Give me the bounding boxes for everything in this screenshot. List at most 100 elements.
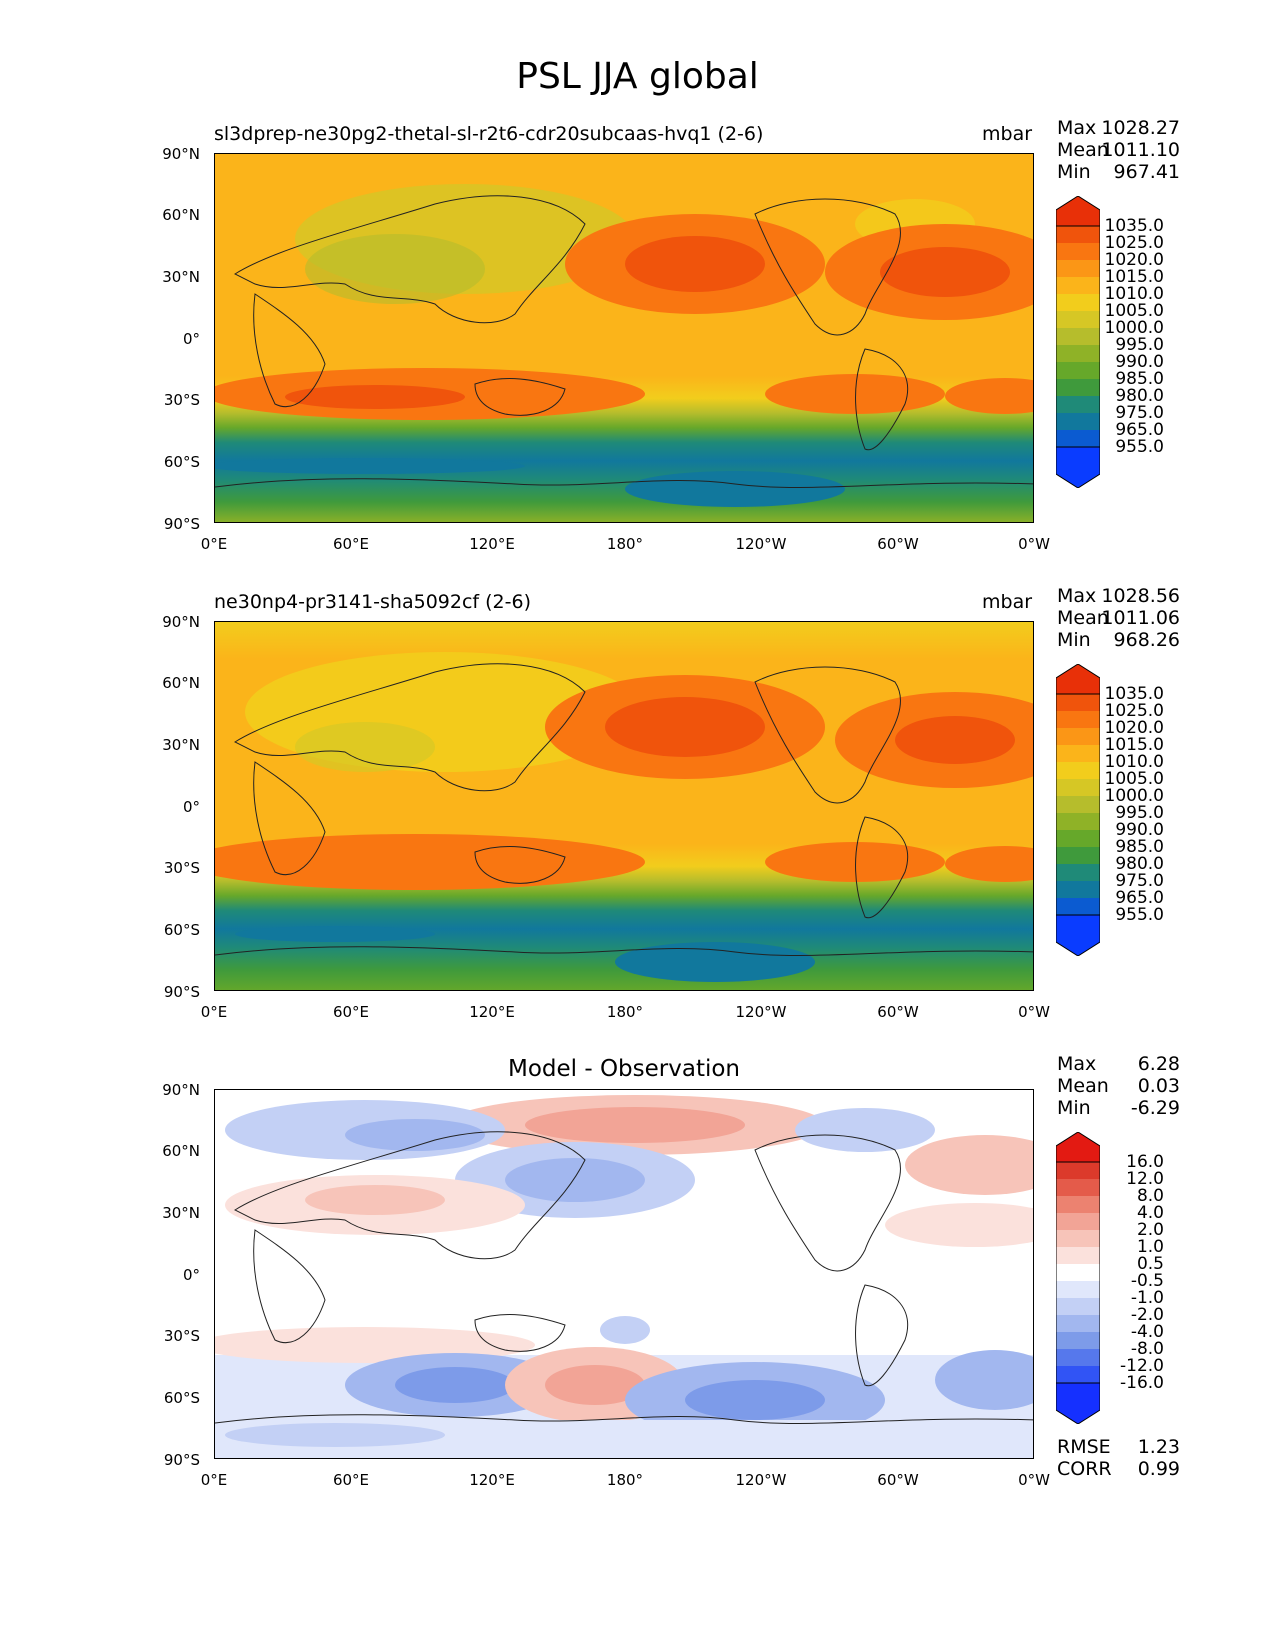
colorbar-label: 985.0	[1115, 369, 1164, 389]
panel2-units: mbar	[982, 591, 1033, 613]
panel2-max-value: 1028.56	[1101, 585, 1180, 607]
panel2-colorbar	[1056, 664, 1100, 956]
panel3-lat-tick: 60°S	[163, 1389, 200, 1407]
panel3-corr-value: 0.99	[1137, 1458, 1180, 1480]
panel3-lon-tick: 120°E	[469, 1471, 515, 1489]
colorbar-label: -0.5	[1130, 1271, 1164, 1291]
panel1-min-label: Min	[1057, 161, 1091, 183]
colorbar-label: 8.0	[1136, 1186, 1164, 1206]
panel2-lat-tick: 60°S	[163, 921, 200, 939]
panel3-colorbar-swatches	[1056, 1132, 1100, 1424]
panel1-lon-tick: 180°	[606, 535, 644, 553]
colorbar-label: 16.0	[1126, 1152, 1164, 1172]
colorbar-label: 995.0	[1115, 803, 1164, 823]
colorbar-label: -16.0	[1120, 1373, 1164, 1393]
panel3-lon-tick: 60°E	[332, 1471, 370, 1489]
panel2-lon-tick: 0°E	[200, 1003, 228, 1021]
colorbar-label: 975.0	[1115, 403, 1164, 423]
panel1-subtitle: sl3dprep-ne30pg2-thetal-sl-r2t6-cdr20sub…	[214, 123, 764, 145]
colorbar-label: 4.0	[1136, 1203, 1164, 1223]
panel1-lat-tick: 60°N	[162, 206, 200, 224]
colorbar-label: 955.0	[1115, 437, 1164, 457]
panel1-lon-tick: 0°W	[1018, 535, 1050, 553]
panel3-lon-tick: 180°	[606, 1471, 644, 1489]
panel3-title: Model - Observation	[507, 1056, 741, 1082]
panel3-lat-tick: 30°N	[162, 1204, 200, 1222]
colorbar-label: -2.0	[1130, 1305, 1164, 1325]
panel1-max-label: Max	[1057, 117, 1097, 139]
panel1-lat-tick: 30°N	[162, 268, 200, 286]
colorbar-label: -1.0	[1130, 1288, 1164, 1308]
panel1-lat-tick: 60°S	[163, 453, 200, 471]
colorbar-label: 990.0	[1115, 820, 1164, 840]
panel2-max-label: Max	[1057, 585, 1097, 607]
panel3-rmse-value: 1.23	[1137, 1436, 1180, 1458]
colorbar-label: -8.0	[1130, 1339, 1164, 1359]
panel3-lat-tick: 90°N	[162, 1081, 200, 1099]
colorbar-label: 1005.0	[1104, 769, 1164, 789]
colorbar-label: 980.0	[1115, 386, 1164, 406]
colorbar-label: 1000.0	[1104, 786, 1164, 806]
colorbar-label: 985.0	[1115, 837, 1164, 857]
colorbar-label: 0.5	[1136, 1254, 1164, 1274]
panel3-lon-tick: 60°W	[877, 1471, 919, 1489]
panel2-lon-tick: 0°W	[1018, 1003, 1050, 1021]
colorbar-label: 980.0	[1115, 854, 1164, 874]
panel2-min-value: 968.26	[1113, 629, 1180, 651]
panel2-lat-tick: 30°S	[163, 859, 200, 877]
panel1-mean-value: 1011.10	[1101, 139, 1180, 161]
panel1-lon-tick: 60°W	[877, 535, 919, 553]
colorbar-label: 995.0	[1115, 335, 1164, 355]
colorbar-label: 1025.0	[1104, 701, 1164, 721]
panel1-lat-tick: 90°S	[163, 515, 200, 533]
colorbar-label: 1000.0	[1104, 318, 1164, 338]
panel1-colorbar	[1056, 196, 1100, 488]
panel2-lon-tick: 60°W	[877, 1003, 919, 1021]
panel2-lon-tick: 120°W	[735, 1003, 787, 1021]
panel2-mean-label: Mean	[1057, 607, 1109, 629]
panel2-lat-tick: 0°	[182, 798, 200, 816]
panel3-mean-label: Mean	[1057, 1075, 1109, 1097]
colorbar-label: 2.0	[1136, 1220, 1164, 1240]
panel1-lon-tick: 0°E	[200, 535, 228, 553]
panel2-subtitle: ne30np4-pr3141-sha5092cf (2-6)	[214, 591, 532, 613]
panel1-lat-tick: 0°	[182, 330, 200, 348]
panel1-lon-tick: 120°W	[735, 535, 787, 553]
panel2-lat-tick: 30°N	[162, 736, 200, 754]
panel1-lon-tick: 120°E	[469, 535, 515, 553]
colorbar-label: -4.0	[1130, 1322, 1164, 1342]
panel2-colorbar-swatches	[1056, 664, 1100, 956]
panel3-lat-tick: 0°	[182, 1266, 200, 1284]
panel2-field	[215, 622, 1033, 990]
colorbar-label: 1035.0	[1104, 216, 1164, 236]
colorbar-label: 965.0	[1115, 888, 1164, 908]
colorbar-label: 1020.0	[1104, 250, 1164, 270]
colorbar-label: 1035.0	[1104, 684, 1164, 704]
colorbar-label: 1025.0	[1104, 233, 1164, 253]
panel1-lon-tick: 60°E	[332, 535, 370, 553]
colorbar-label: 1015.0	[1104, 735, 1164, 755]
panel3-field	[215, 1090, 1033, 1458]
panel3-lon-tick: 0°W	[1018, 1471, 1050, 1489]
figure-title: PSL JJA global	[516, 56, 759, 97]
panel1-units: mbar	[982, 123, 1033, 145]
panel3-colorbar	[1056, 1132, 1100, 1424]
panel3-max-label: Max	[1057, 1053, 1097, 1075]
colorbar-label: 1015.0	[1104, 267, 1164, 287]
panel3-lat-tick: 90°S	[163, 1451, 200, 1469]
colorbar-label: 1.0	[1136, 1237, 1164, 1257]
panel2-map	[214, 621, 1034, 991]
colorbar-label: 975.0	[1115, 871, 1164, 891]
panel2-lat-tick: 90°N	[162, 613, 200, 631]
panel1-colorbar-swatches	[1056, 196, 1100, 488]
panel2-lon-tick: 60°E	[332, 1003, 370, 1021]
panel3-mean-value: 0.03	[1137, 1075, 1180, 1097]
panel3-corr-label: CORR	[1057, 1458, 1112, 1480]
colorbar-label: 1010.0	[1104, 752, 1164, 772]
panel1-map	[214, 153, 1034, 523]
colorbar-label: 1010.0	[1104, 284, 1164, 304]
panel1-lat-tick: 30°S	[163, 391, 200, 409]
panel2-mean-value: 1011.06	[1101, 607, 1180, 629]
panel2-lon-tick: 120°E	[469, 1003, 515, 1021]
panel3-lon-tick: 0°E	[200, 1471, 228, 1489]
